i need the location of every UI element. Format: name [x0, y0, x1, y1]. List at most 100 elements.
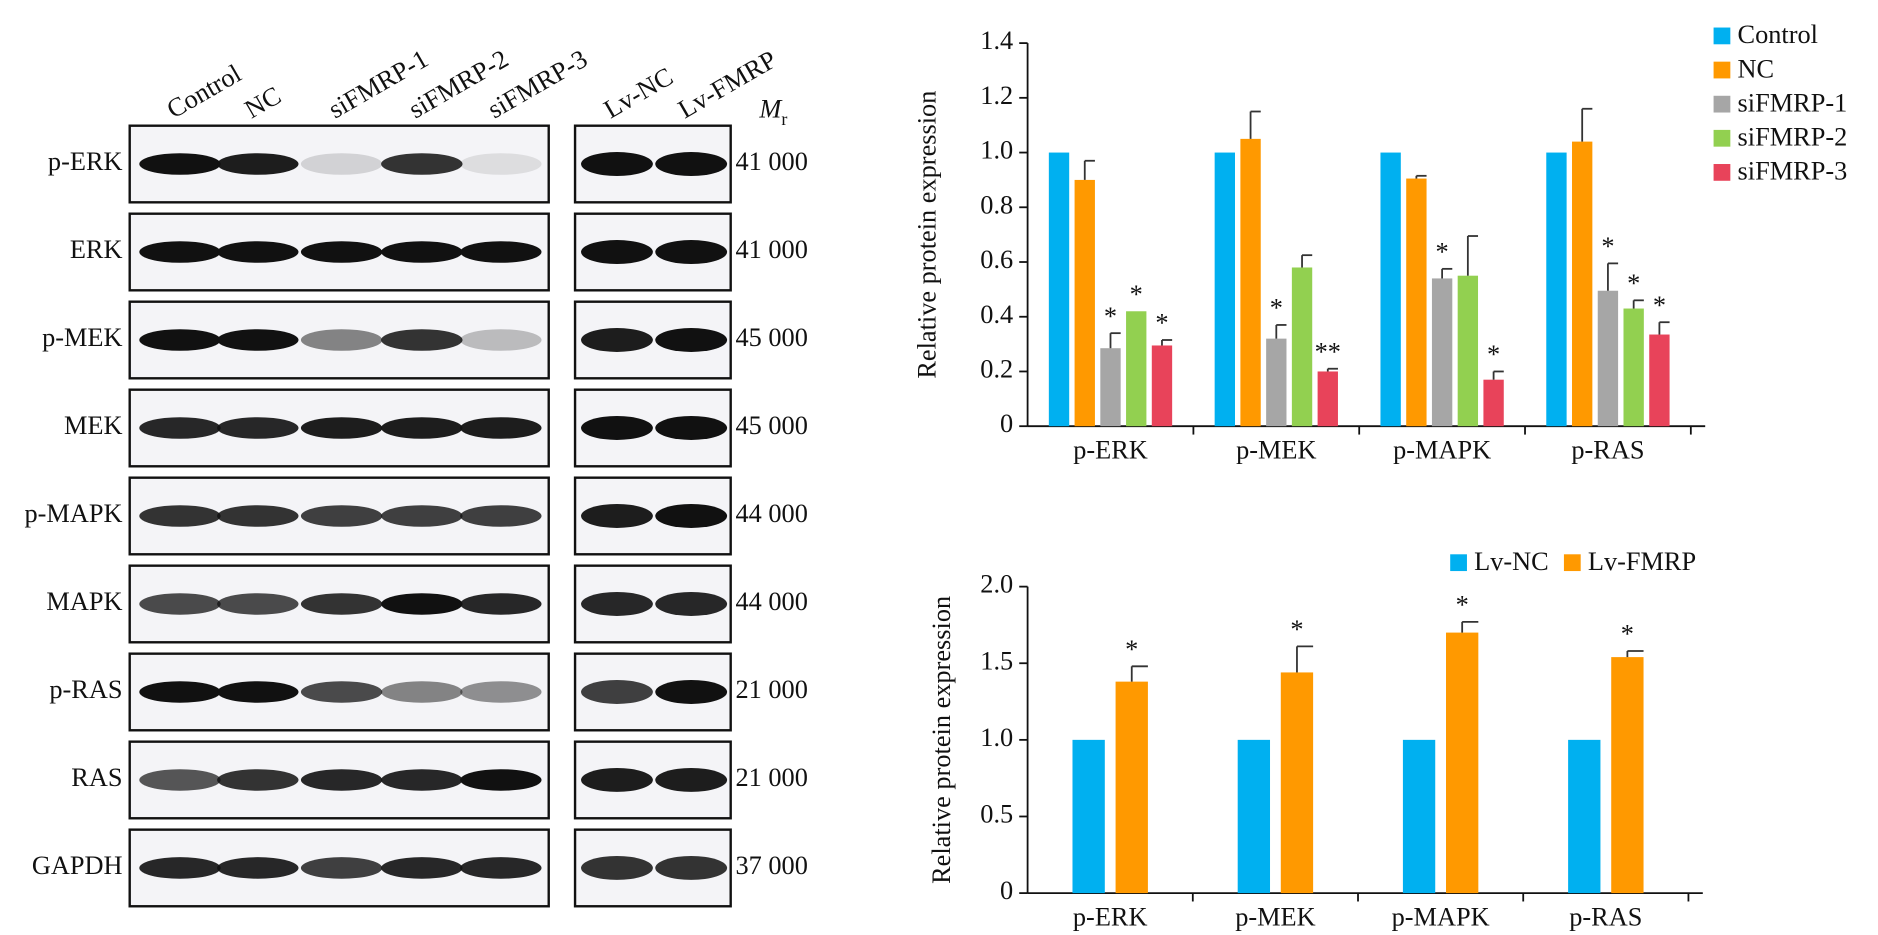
band — [217, 329, 299, 351]
x-tick-label: p-MAPK — [1392, 902, 1490, 931]
band — [460, 857, 542, 879]
band — [581, 592, 653, 616]
protein-label: ERK — [70, 235, 123, 264]
band — [139, 505, 221, 527]
band — [460, 417, 542, 439]
band — [139, 153, 221, 175]
bar — [1406, 178, 1427, 427]
legend-swatch — [1713, 95, 1731, 113]
significance: * — [1130, 280, 1143, 309]
band — [655, 240, 728, 264]
significance: * — [1601, 232, 1614, 261]
y-tick-label: 1.0 — [980, 136, 1013, 165]
bar — [1100, 348, 1121, 427]
mr-value: 21 000 — [735, 763, 807, 792]
bar — [1126, 311, 1147, 427]
legend-label: NC — [1738, 54, 1775, 83]
band — [655, 680, 728, 704]
significance: * — [1104, 302, 1117, 331]
band — [217, 769, 299, 791]
band — [300, 329, 383, 351]
mr-value: 41 000 — [735, 235, 807, 264]
legend-label: siFMRP-3 — [1738, 157, 1848, 186]
x-tick-label: p-MEK — [1235, 902, 1315, 931]
lane-label: Control — [162, 59, 246, 124]
legend-label: Lv-NC — [1474, 547, 1549, 576]
y-tick-label: 0.4 — [980, 300, 1013, 329]
band — [139, 769, 221, 791]
band — [381, 505, 463, 527]
band — [655, 504, 728, 528]
protein-label: p-RAS — [49, 675, 122, 704]
band — [139, 417, 221, 439]
band — [300, 241, 383, 263]
significance: * — [1125, 635, 1138, 664]
bar — [1649, 334, 1670, 427]
lane-label: NC — [240, 81, 286, 124]
y-axis-label: Relative protein expression — [927, 596, 956, 884]
y-tick-label: 0.5 — [980, 800, 1013, 829]
legend-swatch — [1563, 554, 1581, 572]
significance: * — [1627, 269, 1640, 298]
band — [381, 681, 463, 703]
bar — [1074, 179, 1095, 427]
x-tick-label: p-MAPK — [1393, 436, 1491, 465]
protein-label: RAS — [71, 763, 122, 792]
x-tick-label: p-RAS — [1569, 902, 1642, 931]
legend-swatch — [1713, 27, 1731, 45]
legend-label: siFMRP-2 — [1738, 123, 1848, 152]
bar — [1546, 152, 1567, 427]
mr-value: 45 000 — [735, 323, 807, 352]
y-tick-label: 1.0 — [980, 723, 1013, 752]
significance: * — [1487, 340, 1500, 369]
band — [460, 593, 542, 615]
legend-swatch — [1713, 129, 1731, 147]
significance: * — [1270, 294, 1283, 323]
bar — [1151, 345, 1173, 427]
mr-value: 44 000 — [735, 499, 807, 528]
legend-label: Control — [1738, 20, 1818, 49]
band — [300, 769, 383, 791]
bar — [1457, 275, 1479, 427]
band — [217, 241, 299, 263]
band — [217, 681, 299, 703]
bar — [1483, 379, 1504, 427]
band — [655, 416, 728, 440]
protein-label: p-MEK — [42, 323, 122, 352]
y-tick-label: 0.8 — [980, 190, 1013, 219]
band — [217, 505, 299, 527]
band — [381, 593, 463, 615]
band — [381, 153, 463, 175]
band — [460, 329, 542, 351]
y-tick-label: 1.2 — [980, 81, 1013, 110]
band — [460, 241, 542, 263]
band — [381, 857, 463, 879]
band — [139, 329, 221, 351]
bar — [1072, 739, 1105, 894]
x-tick-label: p-RAS — [1571, 436, 1644, 465]
band — [300, 417, 383, 439]
bar — [1048, 152, 1070, 427]
band — [581, 416, 653, 440]
y-tick-label: 0.6 — [980, 245, 1013, 274]
mr-value: 37 000 — [735, 851, 807, 880]
significance: * — [1621, 620, 1634, 649]
band — [460, 153, 542, 175]
lane-label: Lv-NC — [599, 62, 678, 124]
band — [139, 593, 221, 615]
band — [655, 328, 728, 352]
band — [655, 855, 728, 880]
bar — [1115, 681, 1148, 894]
y-tick-label: 0.2 — [980, 355, 1013, 384]
legend-label: Lv-FMRP — [1588, 547, 1696, 576]
y-axis-label: Relative protein expression — [912, 91, 941, 379]
protein-label: GAPDH — [32, 851, 123, 880]
band — [217, 857, 299, 879]
bar — [1266, 338, 1287, 427]
band — [381, 329, 463, 351]
protein-label: MAPK — [46, 587, 122, 616]
y-tick-label: 2.0 — [980, 570, 1013, 599]
band — [581, 767, 653, 792]
protein-label: p-MAPK — [25, 499, 123, 528]
